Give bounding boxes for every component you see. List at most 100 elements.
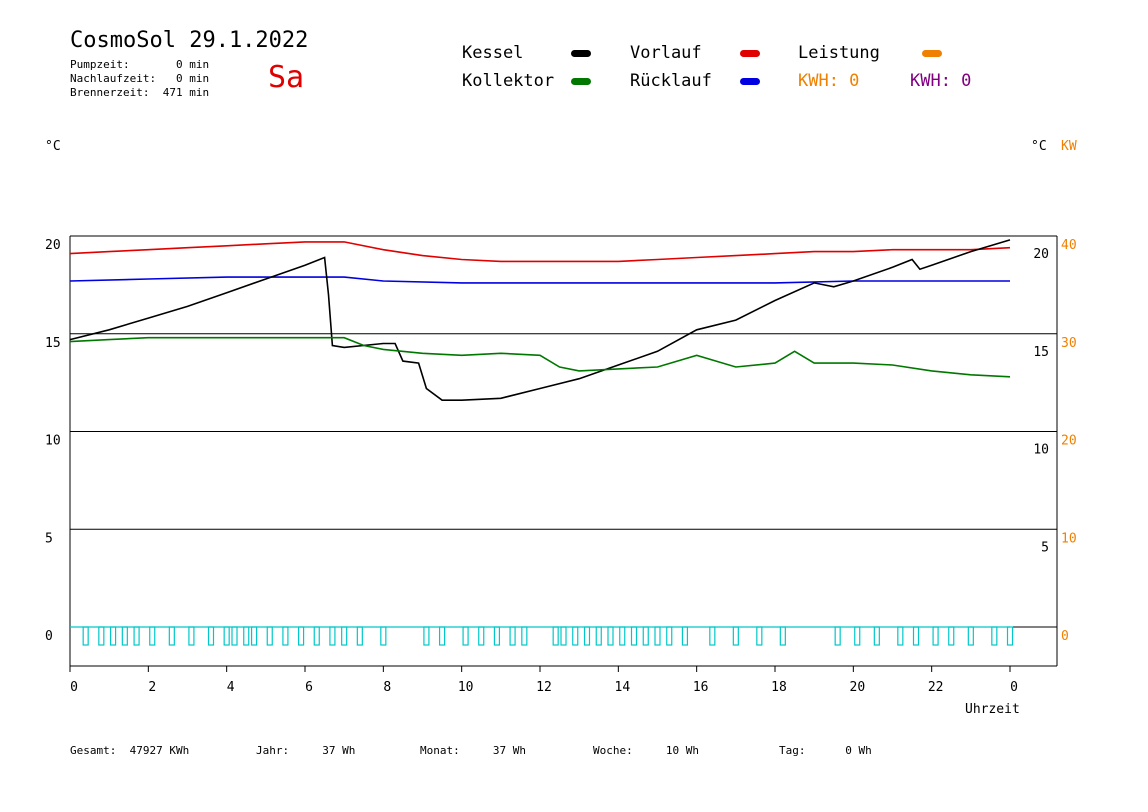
x-tick-label: 2: [148, 680, 156, 695]
pump-pulse: [223, 626, 230, 646]
y-tick-left-label: 0: [45, 629, 53, 644]
pump-pulse: [619, 626, 626, 646]
pump-pulse: [168, 626, 175, 646]
pump-pulse: [732, 626, 739, 646]
pump-pulse: [266, 626, 273, 646]
y-tick-right-kw-label: 40: [1061, 238, 1077, 253]
pump-pulse: [756, 626, 763, 646]
pump-pulse: [912, 626, 920, 646]
pump-pulse: [572, 626, 579, 646]
x-tick-label: 8: [383, 680, 391, 695]
pump-pulse: [438, 626, 446, 646]
footer-gesamt: Gesamt: 47927 KWh: [70, 744, 190, 757]
x-tick-label: 0: [1010, 680, 1018, 695]
y-tick-right-kw-label: 30: [1061, 336, 1077, 351]
y-tick-right-c-label: 15: [1033, 345, 1049, 360]
pump-pulse: [932, 626, 939, 646]
x-tick-label: 6: [305, 680, 313, 695]
legend-kessel-swatch: [571, 50, 591, 57]
pump-pulse: [521, 626, 528, 646]
legend-kwh-orange: KWH: 0: [798, 71, 860, 91]
pump-pulse: [948, 626, 955, 646]
pump-pulse: [231, 626, 238, 646]
pump-pulse: [607, 626, 614, 646]
pump-pulse: [109, 626, 117, 646]
brennerzeit-stat: Brennerzeit: 471 min: [70, 86, 210, 99]
pump-pulse: [282, 626, 289, 646]
pump-pulse: [991, 626, 998, 646]
x-tick-label: 14: [615, 680, 631, 695]
x-tick-label: 0: [70, 680, 78, 695]
y-tick-right-kw-label: 20: [1061, 434, 1077, 449]
series-rcklauf: [69, 276, 1010, 284]
pump-pulse: [297, 626, 305, 646]
legend-ruecklauf-swatch: [740, 78, 760, 85]
pump-pulse: [380, 626, 387, 646]
pump-pulse: [509, 626, 516, 646]
pump-pulse: [709, 626, 716, 646]
legend-leistung-swatch: [922, 50, 942, 57]
x-tick-label: 10: [458, 680, 474, 695]
footer-jahr: Jahr: 37 Wh: [256, 744, 356, 757]
x-axis-label: Uhrzeit: [965, 702, 1020, 717]
pump-pulse: [356, 626, 363, 646]
pump-pulse: [595, 626, 602, 646]
pump-pulse: [341, 626, 348, 646]
pump-pulse: [98, 626, 105, 646]
y-tick-right-c-label: 5: [1041, 540, 1049, 555]
pump-pulse: [779, 626, 786, 646]
y-tick-left-label: 15: [45, 336, 61, 351]
pump-pulse: [478, 626, 485, 646]
legend-leistung: Leistung: [798, 43, 880, 63]
legend-kwh-purple: KWH: 0: [910, 71, 972, 91]
pump-pulse: [250, 626, 258, 646]
pump-pulse: [1006, 626, 1014, 646]
y-tick-left-label: 10: [45, 434, 61, 449]
pump-pulse: [560, 626, 567, 646]
footer-woche: Woche: 10 Wh: [593, 744, 699, 757]
pump-pulse: [82, 626, 89, 646]
pump-pulse: [873, 626, 880, 646]
left-unit-label: °C: [45, 139, 61, 154]
pump-pulse: [681, 626, 689, 646]
series-kollektor: [69, 336, 1011, 378]
series-vorlauf: [69, 241, 1011, 263]
footer-monat: Monat: 37 Wh: [420, 744, 526, 757]
pump-pulse: [329, 626, 336, 646]
x-tick-label: 20: [850, 680, 866, 695]
pump-pulse: [243, 626, 250, 646]
pumpzeit-stat: Pumpzeit: 0 min: [70, 58, 210, 71]
nachlaufzeit-stat: Nachlaufzeit: 0 min: [70, 72, 210, 85]
weekday-label: Sa: [268, 60, 305, 95]
pump-pulse: [313, 626, 320, 646]
x-tick-label: 18: [771, 680, 787, 695]
y-tick-right-c-label: 10: [1033, 443, 1049, 458]
legend-kollektor: Kollektor: [462, 71, 555, 91]
pump-pulse: [133, 626, 140, 646]
x-tick-label: 4: [227, 680, 235, 695]
x-tick-label: 16: [693, 680, 709, 695]
pump-pulse: [121, 626, 128, 646]
legend-vorlauf: Vorlauf: [630, 43, 702, 63]
chart-title: CosmoSol 29.1.2022: [70, 28, 309, 53]
x-tick-label: 22: [928, 680, 944, 695]
legend-vorlauf-swatch: [740, 50, 760, 57]
series-kessel: [69, 239, 1011, 401]
pump-pulse: [423, 626, 430, 646]
y-tick-left-label: 5: [45, 531, 53, 546]
legend-kessel: Kessel: [462, 43, 524, 63]
footer-tag: Tag: 0 Wh: [779, 744, 872, 757]
right-unit-label: °C: [1031, 139, 1047, 154]
x-tick-label: 12: [536, 680, 552, 695]
pump-pulse: [630, 626, 638, 646]
right-kw-unit-label: KW: [1061, 139, 1077, 154]
pump-pulse: [493, 626, 501, 646]
pump-pulse: [642, 626, 649, 646]
pump-pulse: [149, 626, 156, 646]
legend-ruecklauf: Rücklauf: [630, 71, 712, 91]
y-tick-right-kw-label: 10: [1061, 531, 1077, 546]
pump-pulse: [207, 626, 215, 646]
pump-pulse: [897, 626, 904, 646]
pump-pulse: [666, 626, 673, 646]
